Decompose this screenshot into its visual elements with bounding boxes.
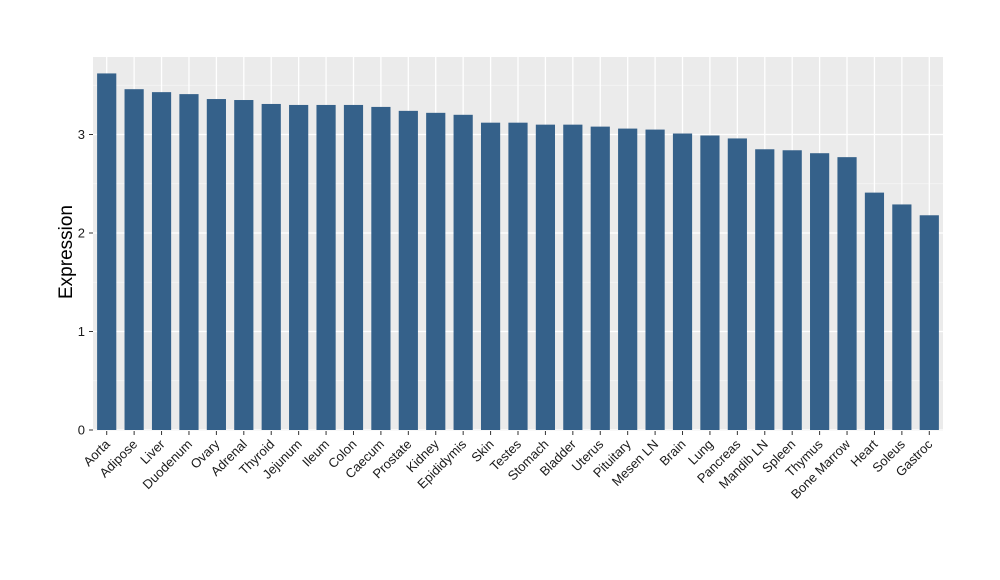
bar-aorta xyxy=(97,73,117,431)
y-tick-label: 3 xyxy=(78,127,85,142)
bar-jejunum xyxy=(289,104,309,430)
y-axis-title: Expression xyxy=(56,205,77,299)
bar-mandib-ln xyxy=(755,149,775,430)
bar-kidney xyxy=(426,112,446,430)
bar-epididymis xyxy=(453,114,473,431)
bar-uterus xyxy=(590,126,610,431)
bar-heart xyxy=(864,192,885,430)
bar-testes xyxy=(508,122,528,431)
y-tick-label: 2 xyxy=(78,226,85,241)
bar-mesen-ln xyxy=(645,129,665,430)
bars-group xyxy=(97,73,939,431)
bar-bladder xyxy=(563,124,583,431)
bar-pituitary xyxy=(618,128,638,430)
bar-adrenal xyxy=(234,100,254,431)
bar-thyroid xyxy=(261,103,281,431)
y-tick-label: 1 xyxy=(78,324,85,339)
bar-ileum xyxy=(316,104,336,430)
bar-caecum xyxy=(371,106,391,431)
bar-adipose xyxy=(124,89,144,430)
bar-spleen xyxy=(782,150,802,430)
y-axis: 0 1 2 3 xyxy=(78,127,93,438)
bar-liver xyxy=(151,92,172,430)
bar-thymus xyxy=(810,153,830,430)
bar-bone-marrow xyxy=(837,157,857,430)
bar-skin xyxy=(480,122,501,431)
bar-colon xyxy=(343,104,364,430)
bar-lung xyxy=(700,135,720,431)
bar-brain xyxy=(672,133,693,430)
bar-duodenum xyxy=(179,94,199,431)
bar-prostate xyxy=(398,110,418,431)
bar-ovary xyxy=(206,99,226,430)
x-tick-label: Brain xyxy=(657,437,689,469)
bar-gastroc xyxy=(919,215,939,430)
x-axis: AortaAdiposeLiverDuodenumOvaryAdrenalThy… xyxy=(80,431,936,502)
x-tick-label: Ileum xyxy=(299,437,332,470)
bar-stomach xyxy=(535,124,556,431)
bar-pancreas xyxy=(727,138,747,430)
bar-soleus xyxy=(892,204,912,430)
y-tick-label: 0 xyxy=(78,423,85,438)
